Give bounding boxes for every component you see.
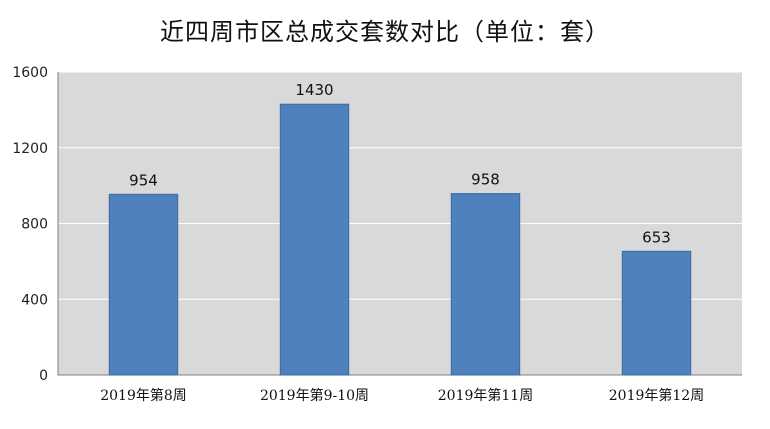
x-tick-label: 2019年第12周	[609, 387, 704, 404]
data-label: 958	[471, 171, 500, 189]
x-tick-label: 2019年第9-10周	[260, 387, 369, 404]
x-tick-label: 2019年第11周	[438, 387, 533, 404]
bar	[279, 103, 350, 376]
y-tick-label: 0	[39, 368, 48, 384]
data-label: 1430	[295, 81, 333, 99]
data-label: 653	[642, 228, 671, 246]
y-tick-label: 1600	[12, 65, 48, 81]
y-tick-label: 800	[21, 217, 48, 233]
bar	[621, 250, 692, 376]
y-tick-label: 400	[21, 292, 48, 308]
y-tick-label: 1200	[12, 141, 48, 157]
data-label: 954	[129, 171, 158, 189]
bar	[108, 193, 179, 376]
chart-title: 近四周市区总成交套数对比（单位：套）	[160, 18, 610, 46]
bar	[450, 193, 521, 376]
x-tick-label: 2019年第8周	[100, 387, 187, 404]
